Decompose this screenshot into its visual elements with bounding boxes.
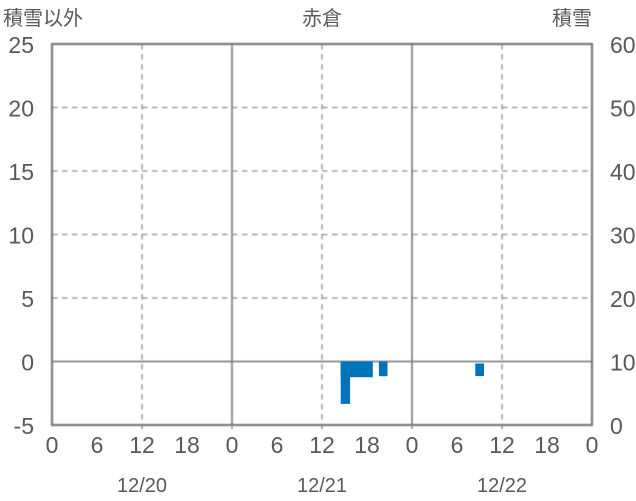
svg-text:50: 50 [610,96,636,122]
svg-text:18: 18 [354,432,380,458]
svg-text:12: 12 [129,432,155,458]
svg-text:6: 6 [451,432,464,458]
svg-text:0: 0 [46,432,59,458]
svg-text:12/20: 12/20 [117,475,167,497]
svg-text:60: 60 [610,32,636,58]
svg-text:積雪: 積雪 [552,7,592,30]
svg-text:20: 20 [8,96,34,122]
svg-text:12/21: 12/21 [297,475,347,497]
svg-text:15: 15 [8,159,34,185]
svg-text:赤倉: 赤倉 [302,7,342,30]
svg-text:0: 0 [610,413,623,439]
svg-text:20: 20 [610,286,636,312]
svg-text:25: 25 [8,32,34,58]
svg-text:0: 0 [226,432,239,458]
svg-text:積雪以外: 積雪以外 [3,7,83,30]
svg-text:12: 12 [489,432,515,458]
svg-text:10: 10 [8,223,34,249]
svg-text:10: 10 [610,350,636,376]
svg-text:6: 6 [271,432,284,458]
svg-text:0: 0 [21,350,34,376]
svg-text:18: 18 [174,432,200,458]
svg-text:12/22: 12/22 [477,475,527,497]
svg-text:12: 12 [309,432,335,458]
svg-text:40: 40 [610,159,636,185]
svg-text:6: 6 [91,432,104,458]
svg-text:-5: -5 [14,413,34,439]
svg-text:0: 0 [586,432,599,458]
svg-text:0: 0 [406,432,419,458]
svg-text:30: 30 [610,223,636,249]
svg-text:5: 5 [21,286,34,312]
svg-text:18: 18 [534,432,560,458]
